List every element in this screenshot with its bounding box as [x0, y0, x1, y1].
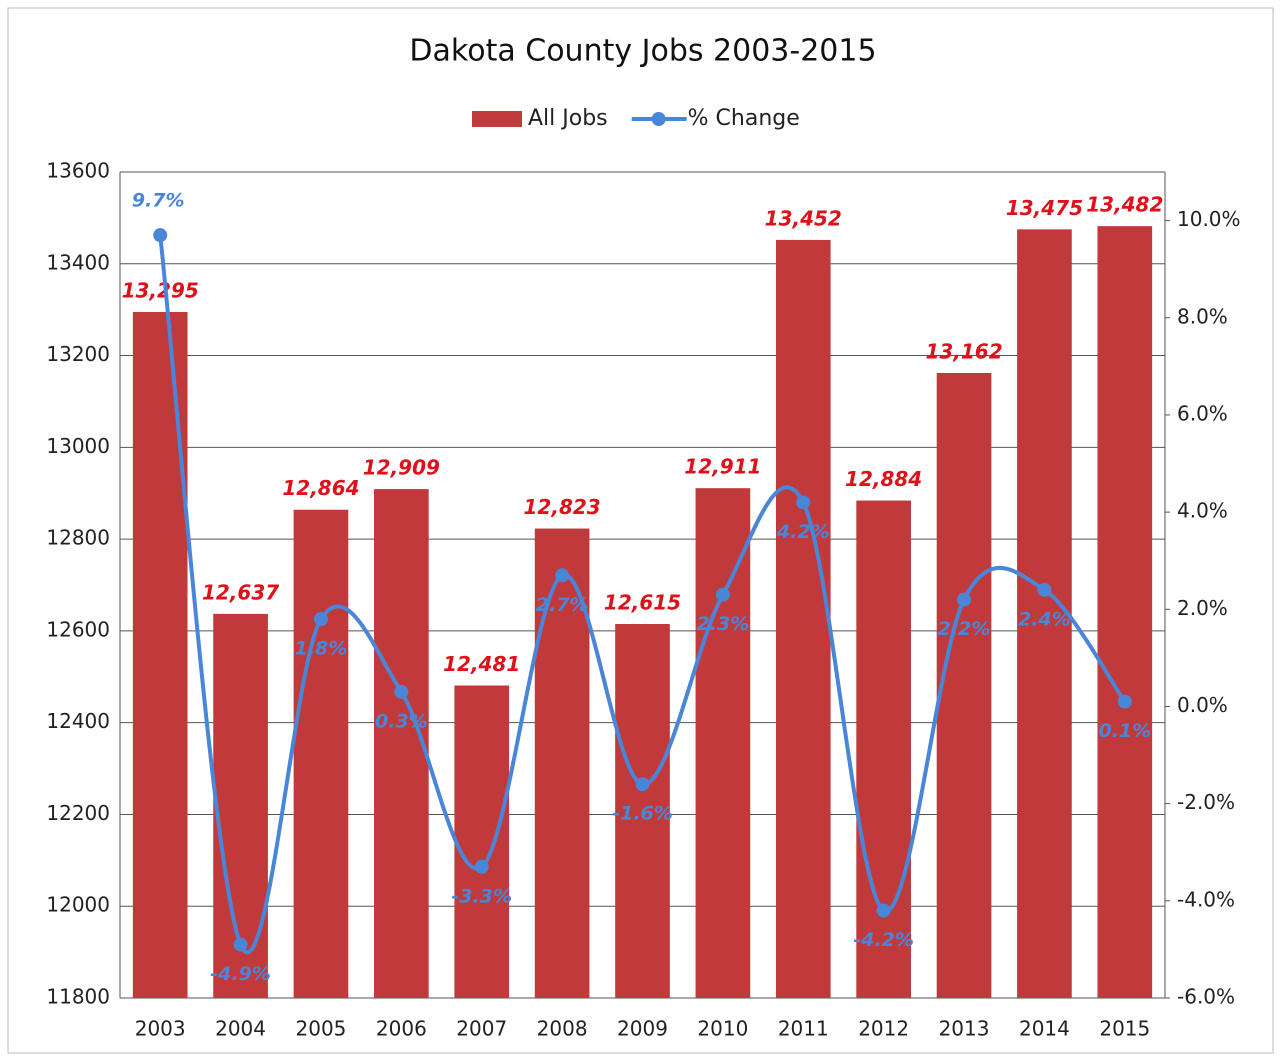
line-marker — [313, 612, 328, 627]
x-tick-label: 2003 — [135, 1017, 186, 1041]
y2-tick-label: -2.0% — [1177, 790, 1235, 814]
legend-swatch — [472, 111, 522, 127]
line-marker — [796, 495, 811, 510]
legend-label: All Jobs — [528, 106, 608, 131]
y-tick-label: 11800 — [46, 985, 110, 1009]
line-marker — [233, 937, 248, 952]
y-tick-label: 12000 — [46, 893, 110, 917]
x-tick-label: 2011 — [778, 1017, 829, 1041]
line-value-label: 2.7% — [536, 594, 589, 616]
bar-value-label: 12,615 — [604, 591, 681, 615]
line-value-label: 2.4% — [1018, 608, 1071, 630]
y2-tick-label: 6.0% — [1177, 401, 1228, 425]
line-value-label: -3.3% — [451, 885, 512, 907]
line-marker — [394, 684, 409, 699]
line-value-label: -4.2% — [853, 929, 914, 951]
line-value-label: -4.9% — [210, 963, 271, 985]
y2-tick-label: 4.0% — [1177, 499, 1228, 523]
bar — [454, 685, 510, 998]
line-marker — [1117, 694, 1132, 709]
x-tick-label: 2005 — [296, 1017, 347, 1041]
line-value-label: 0.1% — [1098, 720, 1151, 742]
bar-value-label: 13,475 — [1006, 196, 1083, 220]
y-tick-label: 13600 — [46, 159, 110, 183]
bar-value-label: 13,452 — [765, 206, 842, 230]
y2-tick-label: 8.0% — [1177, 304, 1228, 328]
bar-value-label: 13,482 — [1086, 193, 1163, 217]
bar — [293, 509, 349, 998]
legend-marker — [651, 112, 666, 126]
bar-value-label: 12,481 — [443, 652, 520, 676]
x-tick-label: 2013 — [939, 1017, 990, 1041]
bar-value-label: 13,295 — [122, 278, 199, 302]
line-marker — [957, 592, 972, 607]
line-marker — [474, 859, 489, 874]
bar — [856, 500, 911, 998]
y2-tick-label: -4.0% — [1177, 887, 1235, 911]
y-tick-label: 12200 — [46, 801, 110, 825]
line-marker — [1037, 582, 1052, 597]
bar-value-label: 12,864 — [282, 476, 359, 500]
x-tick-label: 2009 — [617, 1017, 668, 1041]
x-tick-label: 2008 — [537, 1017, 588, 1041]
legend-label: % Change — [688, 106, 800, 131]
bar-value-label: 12,909 — [363, 456, 440, 480]
line-marker — [635, 777, 650, 792]
y-tick-label: 12400 — [46, 709, 110, 733]
bar-value-label: 12,911 — [684, 455, 761, 479]
line-value-label: 0.3% — [375, 710, 428, 732]
line-marker — [876, 903, 891, 918]
y-tick-label: 12600 — [46, 617, 110, 641]
y2-tick-label: 10.0% — [1177, 207, 1241, 231]
y2-tick-label: -6.0% — [1177, 985, 1235, 1009]
bar-value-label: 12,637 — [202, 580, 279, 604]
bar — [534, 528, 590, 998]
line-value-label: 4.2% — [776, 521, 830, 543]
y2-tick-label: 2.0% — [1177, 596, 1228, 620]
y-tick-label: 13200 — [46, 342, 110, 366]
y-tick-label: 12800 — [46, 526, 110, 550]
bar — [936, 372, 992, 998]
line-value-label: 9.7% — [132, 190, 185, 212]
chart-title: Dakota County Jobs 2003-2015 — [409, 34, 876, 69]
bar — [775, 239, 831, 999]
bar — [615, 624, 670, 998]
x-tick-label: 2014 — [1019, 1017, 1070, 1041]
x-tick-label: 2006 — [376, 1017, 427, 1041]
bar-value-label: 12,823 — [524, 495, 601, 519]
x-tick-label: 2015 — [1099, 1017, 1150, 1041]
line-value-label: -1.6% — [612, 803, 673, 825]
line-value-label: 1.8% — [295, 638, 348, 660]
line — [158, 234, 1127, 955]
line-value-label: 2.2% — [938, 618, 991, 640]
bar — [1017, 229, 1072, 999]
x-tick-label: 2004 — [215, 1017, 266, 1041]
y-tick-label: 13000 — [46, 434, 110, 458]
y-tick-label: 13400 — [46, 250, 110, 274]
line-marker — [555, 568, 570, 583]
x-tick-label: 2010 — [697, 1017, 748, 1041]
bar — [695, 488, 751, 998]
x-tick-label: 2012 — [858, 1017, 909, 1041]
bar — [374, 489, 429, 998]
line-value-label: 2.3% — [697, 613, 750, 635]
line-marker — [715, 587, 730, 602]
line-marker — [153, 228, 168, 243]
bar-value-label: 13,162 — [925, 339, 1002, 363]
bar — [1097, 226, 1153, 998]
bar-value-label: 12,884 — [845, 467, 922, 491]
bar — [132, 311, 188, 998]
y2-tick-label: 0.0% — [1177, 693, 1228, 717]
x-tick-label: 2007 — [456, 1017, 507, 1041]
